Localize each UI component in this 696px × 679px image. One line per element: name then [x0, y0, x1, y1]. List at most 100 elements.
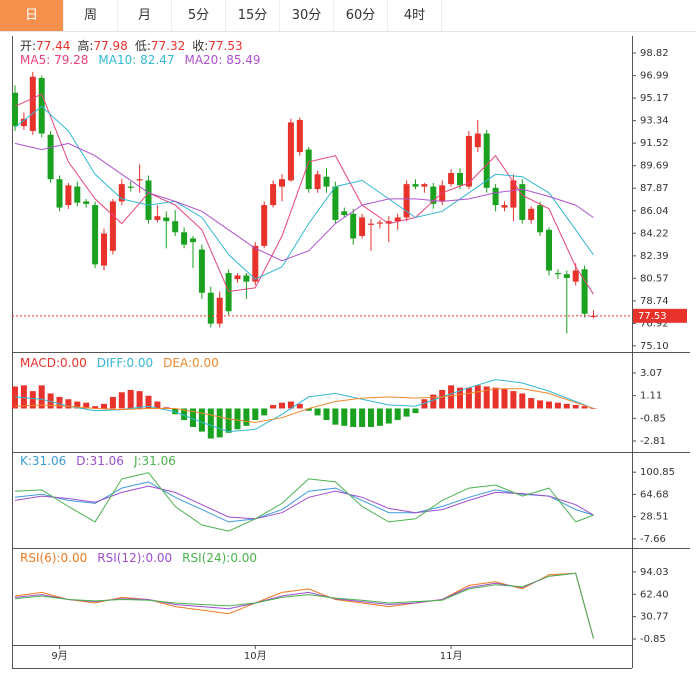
macd-bar	[412, 408, 419, 414]
candle-body	[474, 133, 481, 148]
macd-bar	[29, 391, 36, 409]
y-tick-label: 87.87	[640, 183, 669, 194]
period-tab[interactable]: 日	[0, 0, 64, 31]
candle-body	[314, 174, 321, 190]
macd-bar	[465, 387, 472, 409]
legend-name: RSI(12):	[97, 551, 145, 565]
macd-bar	[528, 398, 535, 409]
indicator-line	[14, 388, 594, 423]
candle-body	[38, 77, 45, 134]
legend-value: 0.00	[60, 356, 87, 370]
candle-body	[261, 205, 268, 246]
legend-value: 0.00	[145, 551, 172, 565]
legend-value: 0.00	[126, 356, 153, 370]
candle-body	[563, 274, 570, 278]
candle-body	[29, 76, 36, 132]
legend-value: 31.06	[90, 454, 124, 468]
y-tick-label: 3.07	[640, 368, 662, 379]
period-tab[interactable]: 60分	[334, 0, 388, 31]
legend-value: 0.00	[230, 551, 257, 565]
macd-bar	[109, 396, 116, 409]
legend: MACD:0.00 DIFF:0.00 DEA:0.00	[20, 356, 219, 370]
legend: RSI(6):0.00 RSI(12):0.00 RSI(24):0.00	[20, 551, 257, 565]
macd-bar	[510, 391, 517, 409]
y-tick-label: 62.40	[640, 589, 669, 600]
legend-name: DIFF:	[97, 356, 127, 370]
candle-body	[56, 179, 63, 208]
period-tab[interactable]: 月	[118, 0, 172, 31]
price-info: 开:77.44 高:77.98 低:77.32 收:77.53	[20, 38, 243, 53]
macd-bar	[252, 408, 259, 421]
macd-bar	[163, 407, 170, 409]
period-tab[interactable]: 周	[64, 0, 118, 31]
period-tab[interactable]: 15分	[226, 0, 280, 31]
macd-bar	[12, 386, 18, 409]
candle-body	[279, 179, 285, 187]
candle-body	[127, 186, 134, 188]
candle-body	[554, 273, 561, 275]
legend-value: 0.00	[192, 356, 219, 370]
macd-bar	[359, 408, 366, 427]
candle-body	[305, 149, 312, 190]
legend-name: J:	[133, 454, 142, 468]
y-tick-label: 1.11	[640, 391, 662, 402]
macd-bar	[474, 385, 481, 409]
indicator-line	[14, 142, 594, 262]
candle-body	[572, 270, 579, 282]
candle-body	[163, 217, 170, 222]
macd-bar	[92, 406, 99, 409]
period-tab[interactable]: 30分	[280, 0, 334, 31]
candle-body	[118, 184, 125, 202]
y-tick-label: 28.51	[640, 512, 669, 523]
macd-bar	[483, 386, 490, 409]
macd-bar	[305, 408, 312, 411]
candle-body	[83, 201, 90, 204]
legend-value: 82.47	[140, 53, 174, 67]
y-tick-label: -7.66	[640, 534, 666, 545]
candle-body	[430, 186, 437, 204]
x-tick-label: 9月	[51, 650, 67, 662]
macd-bar	[350, 408, 357, 427]
macd-bar	[145, 395, 152, 409]
y-tick-label: 96.99	[640, 71, 669, 82]
candle-body	[225, 273, 232, 312]
candle-body	[216, 297, 223, 324]
indicator-line	[14, 572, 594, 639]
macd-bar	[394, 408, 401, 421]
candle-body	[394, 217, 401, 222]
period-tab[interactable]: 5分	[172, 0, 226, 31]
macd-bar	[279, 402, 285, 409]
legend-name: MACD:	[20, 356, 60, 370]
macd-bar	[572, 405, 579, 409]
period-tab[interactable]: 4时	[388, 0, 442, 31]
candle-body	[368, 223, 374, 225]
macd-bar	[190, 408, 196, 427]
legend-name: MA20:	[184, 53, 226, 67]
macd-bar	[296, 403, 303, 409]
indicator-line	[14, 93, 594, 295]
info-label: 高:	[77, 38, 93, 53]
macd-bar	[332, 408, 339, 425]
y-tick-label: 86.04	[640, 206, 669, 217]
candle-body	[181, 232, 188, 245]
macd-bar	[457, 387, 463, 409]
candle-body	[145, 180, 152, 220]
macd-bar	[172, 408, 179, 415]
macd-bar	[47, 393, 54, 409]
candle-body	[412, 184, 419, 187]
candle-body	[519, 184, 526, 220]
info-label: 收:	[192, 39, 208, 53]
candle-body	[448, 173, 455, 185]
y-tick-label: 91.52	[640, 138, 669, 149]
candle-body	[385, 221, 392, 224]
candle-body	[359, 217, 366, 236]
macd-bar	[127, 389, 134, 409]
macd-bar	[546, 401, 552, 409]
macd-bar	[421, 399, 428, 409]
macd-bar	[65, 399, 72, 409]
x-tick-label: 11月	[440, 650, 463, 662]
macd-bar	[430, 394, 437, 409]
candle-body	[492, 187, 499, 206]
